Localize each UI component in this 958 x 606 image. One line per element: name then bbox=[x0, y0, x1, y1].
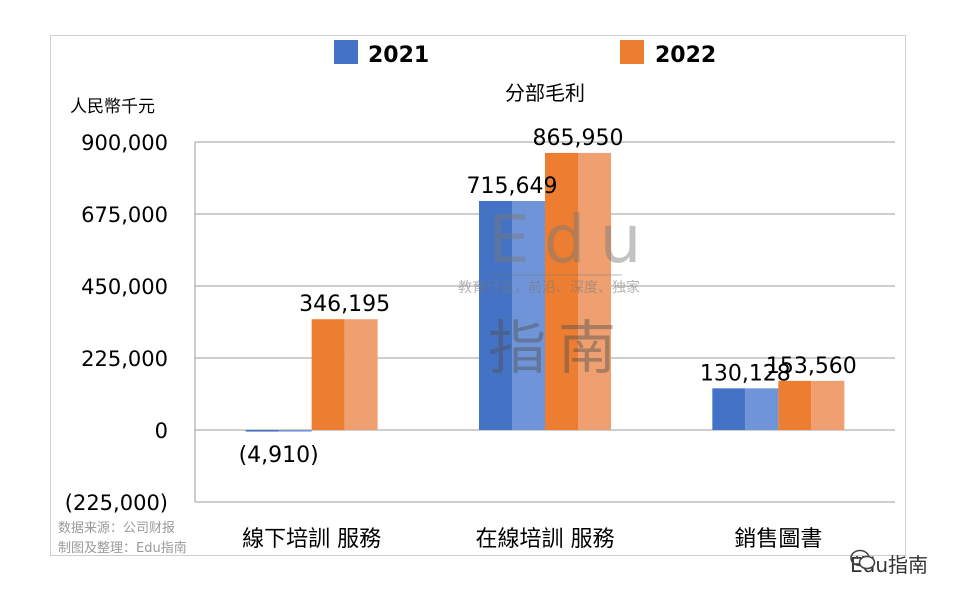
y-tick-labels: 900,000 675,000 450,000 225,000 0 (225,000) bbox=[65, 131, 168, 515]
category-label: 在線培訓 服務 bbox=[476, 527, 615, 552]
bar-2021-2-a bbox=[712, 388, 746, 430]
legend-label-2021: 2021 bbox=[368, 43, 429, 68]
y-tick-label: 0 bbox=[155, 419, 168, 443]
bar-2022-0-a bbox=[311, 319, 345, 430]
data-label: (4,910) bbox=[239, 443, 319, 468]
data-label: 865,950 bbox=[533, 126, 624, 151]
y-axis-unit: 人民幣千元 bbox=[70, 97, 155, 117]
y-tick-label: (225,000) bbox=[65, 491, 168, 515]
brand-footer: Edu指南 bbox=[850, 549, 928, 578]
legend-label-2022: 2022 bbox=[655, 43, 716, 68]
category-label: 線下培訓 服務 bbox=[242, 527, 381, 552]
bar-2022-0 bbox=[344, 319, 378, 430]
y-tick-label: 900,000 bbox=[81, 131, 168, 155]
legend: 2021 2022 bbox=[334, 40, 716, 68]
chart-title: 分部毛利 bbox=[505, 81, 585, 105]
bar-2022-1 bbox=[578, 152, 611, 430]
watermark: Edu 教育行业，前沿、深度、独家 指南 bbox=[458, 201, 655, 382]
bar-2021-2 bbox=[745, 388, 779, 430]
legend-swatch-2022 bbox=[620, 40, 644, 64]
watermark-chinese: 指南 bbox=[488, 314, 628, 382]
compiled-note: 制图及整理：Edu指南 bbox=[58, 540, 187, 556]
wechat-icon bbox=[850, 549, 876, 570]
chart-frame bbox=[50, 35, 906, 556]
bar-2022-2 bbox=[811, 380, 845, 430]
category-label: 銷售圖書 bbox=[734, 527, 822, 552]
source-note: 数据来源：公司财报 bbox=[58, 521, 175, 536]
watermark-latin: Edu bbox=[488, 201, 655, 278]
data-label: 153,560 bbox=[766, 354, 857, 379]
category-labels: 線下培訓 服務 在線培訓 服務 銷售圖書 bbox=[242, 527, 822, 552]
bar-2022-1-a bbox=[545, 152, 578, 430]
bar-2021-0-a bbox=[245, 430, 279, 432]
data-label: 346,195 bbox=[299, 292, 390, 317]
watermark-slogan: 教育行业，前沿、深度、独家 bbox=[458, 279, 640, 296]
bar-2021-1 bbox=[512, 200, 545, 430]
bar-2022-2-a bbox=[778, 380, 812, 430]
data-labels: (4,910) 346,195 715,649 865,950 130,128153,5… bbox=[239, 126, 857, 468]
bar-2021-0 bbox=[278, 430, 312, 432]
data-label: 130,128 bbox=[700, 361, 791, 386]
data-label: 715,649 bbox=[467, 174, 558, 199]
bar-2021-1-a bbox=[479, 200, 512, 430]
legend-swatch-2021 bbox=[334, 40, 358, 64]
bars bbox=[245, 152, 845, 432]
y-tick-label: 675,000 bbox=[81, 203, 168, 227]
y-tick-label: 450,000 bbox=[81, 275, 168, 299]
y-tick-label: 225,000 bbox=[81, 347, 168, 371]
